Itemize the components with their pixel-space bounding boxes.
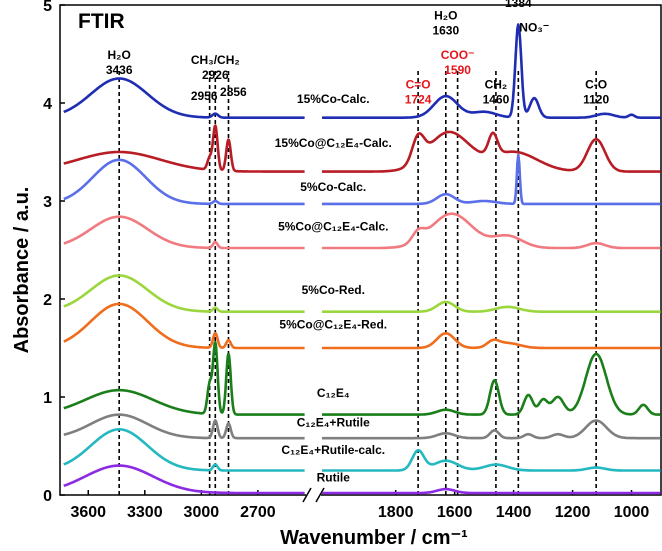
series-label: 5%Co@C₁₂E₄-Calc. [278,219,388,233]
band-annotation: 3436 [106,63,133,77]
band-annotation: 1724 [405,92,432,106]
spectrum-line [63,302,306,350]
x-tick-label: 1600 [437,504,473,521]
spectrum-line [321,153,662,206]
spectrum-line [63,464,306,495]
y-tick-label: 4 [43,96,52,113]
spectrum-line [321,212,662,250]
axis-break-gap [306,487,321,503]
chart-title: FTIR [78,10,125,33]
series-label: 5%Co-Calc. [300,180,366,194]
spectrum-line [321,300,662,313]
band-annotation: 1630 [432,24,459,38]
y-tick-label: 3 [43,194,52,211]
spectrum-line [321,352,662,416]
spectrum-line [321,487,662,495]
spectrum-line [321,449,662,472]
plot-frame [59,4,662,496]
y-tick-label: 5 [43,0,52,15]
band-annotation: C=O [406,77,431,91]
band-annotation: 1384 [505,0,532,10]
axis-break-mark [302,487,312,503]
band-annotation: CH₃/CH₂ [191,53,240,67]
spectrum-line [63,124,306,173]
x-tick-label: 2700 [240,504,276,521]
x-axis-label: Wavenumber / cm⁻¹ [280,527,468,549]
x-tick-label: 1800 [378,504,414,521]
x-tick-label: 3000 [184,504,220,521]
series-label: Rutile [317,470,351,484]
series-label: C₁₂E₄+Rutile-calc. [281,443,385,457]
spectrum-line [321,130,662,173]
band-annotation: CH₂ [485,77,508,91]
spectrum-line [321,419,662,440]
spectrum-line [321,332,662,350]
band-annotation: 2956 [191,89,218,103]
y-axis-label: Absorbance / a.u. [11,187,33,354]
band-annotation: H₂O [434,9,457,23]
series-label: 5%Co@C₁₂E₄-Red. [279,317,387,331]
x-tick-label: 1000 [614,504,650,521]
band-annotation: 1460 [483,92,510,106]
x-tick-label: 3600 [70,504,106,521]
x-tick-label: 1400 [496,504,532,521]
spectrum-line [63,428,306,472]
band-annotation: 2926 [202,68,229,82]
band-annotation: 1120 [583,92,609,106]
series-label: 15%Co@C₁₂E₄-Calc. [275,136,392,150]
series-label: 5%Co-Red. [302,283,365,297]
band-annotation: C-O [585,77,607,91]
x-tick-label: 1200 [555,504,591,521]
axis-break-mark [315,487,325,503]
spectrum-line [63,341,306,416]
spectrum-line [63,215,306,250]
spectrum-line [63,274,306,313]
spectrum-line [63,77,306,119]
x-tick-label: 3300 [127,504,163,521]
series-label: 15%Co-Calc. [297,92,370,106]
band-annotation: 1590 [444,63,471,77]
spectrum-line [63,413,306,440]
series-label: C₁₂E₄+Rutile [297,415,370,429]
band-annotation: 2856 [220,85,247,99]
series-label: C₁₂E₄ [317,386,350,400]
y-tick-label: 0 [43,488,52,505]
y-tick-label: 2 [43,292,52,309]
spectrum-line [63,158,306,206]
plot-layer: 0 1 2 3 4 5 3600 3300 3000 2700 1800 1600 1400 1200 10… [43,0,662,521]
band-annotation: COO⁻ [441,48,475,62]
band-annotation: H₂O [108,48,131,62]
y-tick-label: 1 [43,390,52,407]
spectrum-line [321,23,662,119]
band-annotation: NO₃⁻ [519,20,549,34]
